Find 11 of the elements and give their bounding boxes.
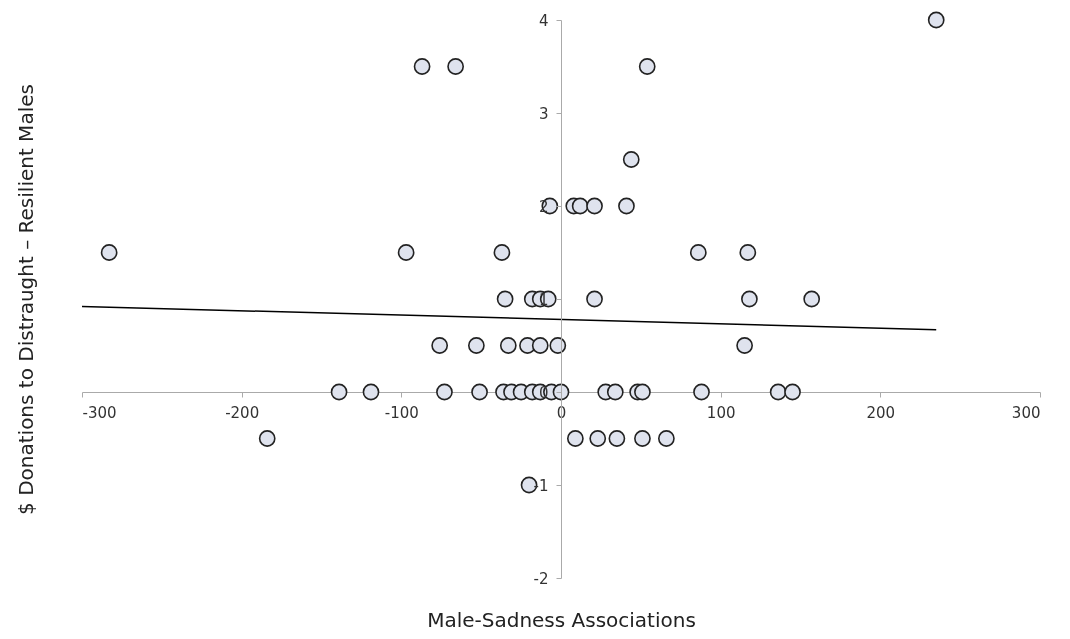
x-axis-title: Male-Sadness Associations <box>427 607 696 632</box>
x-tick-label: 200 <box>866 403 896 422</box>
x-tick-label: -100 <box>384 403 419 422</box>
y-axis-title: $ Donations to Distraught – Resilient Males <box>13 84 38 515</box>
x-tick-label: 300 <box>1011 403 1041 422</box>
y-tick-label: 4 <box>538 11 549 30</box>
y-tick-label: 3 <box>538 104 549 123</box>
y-tick-label: -2 <box>533 569 549 588</box>
x-tick-label: -200 <box>225 403 260 422</box>
x-tick-label: 100 <box>706 403 736 422</box>
x-tick-label: -300 <box>82 403 117 422</box>
